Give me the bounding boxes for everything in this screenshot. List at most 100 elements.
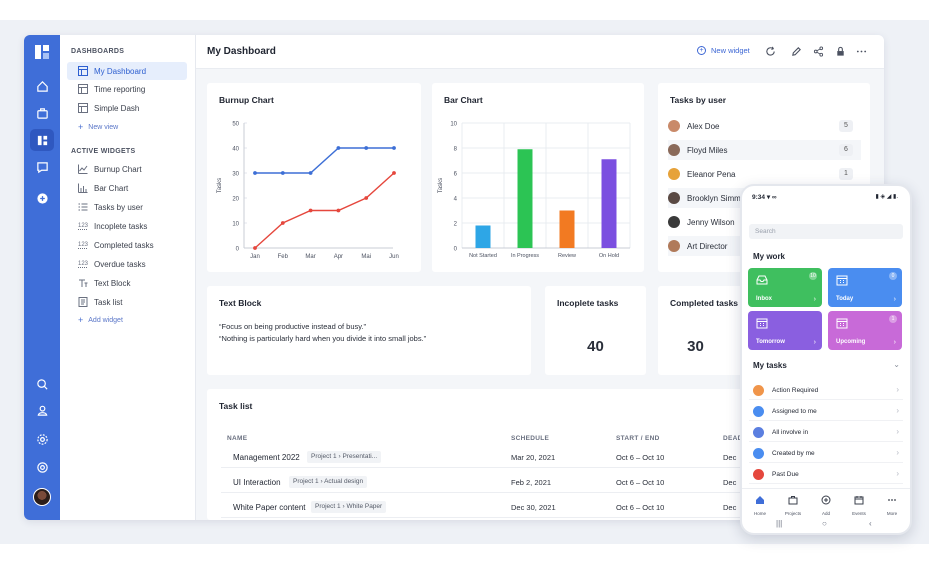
quote-line: “Focus on being productive instead of bu… [219, 322, 367, 331]
add-widget-link[interactable]: + Add widget [78, 315, 123, 325]
sidebar-item-task-list[interactable]: Task list [67, 293, 187, 311]
table-row[interactable]: Management 2022 Project 1 › Presentati...… [221, 446, 741, 468]
y-tick-label: 0 [236, 247, 240, 253]
column-header-deadline[interactable]: DEAD [723, 435, 743, 442]
tile-today[interactable]: 0 Today › [828, 268, 902, 307]
lock-icon[interactable] [835, 46, 846, 57]
table-icon [78, 84, 88, 94]
user-row[interactable]: Floyd Miles 6 [668, 140, 861, 160]
tile-inbox[interactable]: 10 Inbox › [748, 268, 822, 307]
chevron-right-icon: › [813, 339, 816, 346]
column-header-schedule[interactable]: SCHEDULE [511, 435, 550, 442]
refresh-icon[interactable] [765, 46, 776, 57]
sidebar-item-text-block[interactable]: Text Block [67, 274, 187, 292]
sidebar-item-tasks-by-user[interactable]: Tasks by user [67, 198, 187, 216]
my-task-row[interactable]: Assigned to me › [749, 402, 903, 421]
x-tick-label: Feb [278, 254, 289, 260]
settings-gear-icon[interactable] [30, 428, 54, 450]
search-icon[interactable] [30, 373, 54, 395]
project-label: Project 1 [293, 478, 319, 485]
back-icon[interactable]: ‹ [869, 519, 872, 528]
task-name: UI Interaction [233, 478, 281, 487]
calendar-icon [756, 318, 768, 329]
project-breadcrumb[interactable]: Project 1 › Actual design [289, 476, 368, 488]
status-time: 9:34 ▾ ∞ [752, 194, 777, 201]
tile-label: Inbox [756, 296, 772, 302]
edit-pencil-icon[interactable] [791, 46, 802, 57]
home-icon[interactable] [30, 75, 54, 97]
my-task-row[interactable]: Past Due › [749, 465, 903, 484]
task-count-badge: 1 [839, 168, 853, 180]
sidebar-item-overdue-tasks[interactable]: 123 Overdue tasks [67, 255, 187, 273]
bar-not-started [475, 225, 491, 248]
sidebar-item-bar-chart[interactable]: Bar Chart [67, 179, 187, 197]
y-tick-label: 20 [232, 197, 239, 203]
recents-icon[interactable]: ||| [776, 519, 783, 528]
dashboard-icon[interactable] [30, 129, 54, 151]
task-category-label: Assigned to me [772, 408, 817, 415]
calendar-icon [854, 496, 864, 505]
tile-tomorrow[interactable]: Tomorrow › [748, 311, 822, 350]
nav-more[interactable]: More [877, 492, 907, 516]
sidebar-item-burnup-chart[interactable]: Burnup Chart [67, 160, 187, 178]
new-view-link[interactable]: + New view [78, 122, 118, 132]
sidebar-item-completed-tasks[interactable]: 123 Completed tasks [67, 236, 187, 254]
add-circle-icon[interactable] [30, 187, 54, 209]
chevron-right-icon: › [896, 427, 899, 436]
chevron-right-icon: › [813, 296, 816, 303]
briefcase-icon[interactable] [30, 102, 54, 124]
y-tick-label: 50 [232, 122, 239, 128]
add-circle-icon [821, 495, 831, 505]
my-task-row[interactable]: Created by me › [749, 444, 903, 463]
number-icon: 123 [78, 242, 88, 249]
chevron-right-icon: › [896, 448, 899, 457]
nav-home[interactable]: Home [745, 492, 775, 516]
task-category-label: Created by me [772, 450, 815, 457]
my-task-row[interactable]: Action Required › [749, 381, 903, 400]
mobile-search-input[interactable]: Search [749, 224, 903, 239]
home-circle-icon[interactable]: ○ [822, 519, 827, 528]
x-tick-label: Apr [334, 254, 343, 260]
sidebar-item-incomplete-tasks[interactable]: 123 Incoplete tasks [67, 217, 187, 235]
status-time-text: 9:34 [752, 194, 766, 201]
user-row[interactable]: Eleanor Pena 1 [668, 164, 861, 184]
document-icon [78, 297, 88, 307]
project-breadcrumb[interactable]: Project 1 › Presentati... [307, 451, 382, 463]
user-icon[interactable] [30, 399, 54, 421]
status-icons: ▮ ◈ ◢ ▮. [875, 194, 899, 200]
nav-projects[interactable]: Projects [778, 492, 808, 516]
share-icon[interactable] [813, 46, 824, 57]
data-point [280, 171, 285, 175]
chevron-down-icon[interactable]: ⌄ [893, 360, 900, 369]
sidebar-item-time-reporting[interactable]: Time reporting [67, 80, 187, 98]
sidebar-item-simple-dash[interactable]: Simple Dash [67, 99, 187, 117]
task-count-badge: 6 [839, 144, 853, 156]
help-icon[interactable] [30, 456, 54, 478]
app-logo-icon[interactable] [35, 45, 49, 59]
column-header-name[interactable]: NAME [227, 435, 248, 442]
tile-upcoming[interactable]: 1 Upcoming › [828, 311, 902, 350]
column-header-start-end[interactable]: START / END [616, 435, 660, 442]
new-widget-button[interactable]: + New widget [697, 46, 750, 55]
x-tick-label: Mai [361, 254, 371, 260]
chat-icon[interactable] [30, 156, 54, 178]
project-breadcrumb[interactable]: Project 1 › White Paper [311, 501, 387, 513]
nav-events[interactable]: Events [844, 492, 874, 516]
table-row[interactable]: White Paper content Project 1 › White Pap… [221, 496, 741, 518]
user-row[interactable]: Jenny Wilson [668, 212, 861, 232]
chevron-right-icon: › [896, 385, 899, 394]
y-tick-label: 10 [232, 222, 239, 228]
series-line-scope [255, 147, 394, 174]
nav-add[interactable]: Add [811, 492, 841, 516]
user-row[interactable]: Alex Doe 5 [668, 116, 861, 136]
my-tasks-heading: My tasks [753, 361, 787, 370]
task-category-icon [753, 385, 764, 396]
user-avatar[interactable] [33, 488, 51, 506]
sidebar-item-my-dashboard[interactable]: My Dashboard [67, 62, 187, 80]
more-options-icon[interactable] [856, 46, 867, 57]
y-tick-label: 2 [454, 222, 458, 228]
user-name: Brooklyn Simmons [687, 193, 754, 203]
task-category-icon [753, 427, 764, 438]
table-row[interactable]: UI Interaction Project 1 › Actual design F… [221, 471, 741, 493]
my-task-row[interactable]: All involve in › [749, 423, 903, 442]
